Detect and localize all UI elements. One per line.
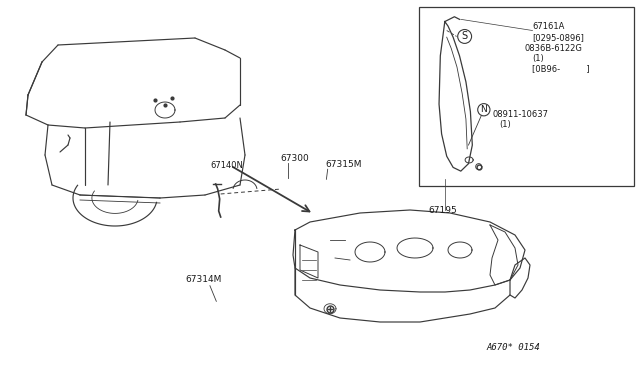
Text: 08911-10637: 08911-10637 xyxy=(493,110,548,119)
Text: 67161A: 67161A xyxy=(532,22,565,31)
Text: [0295-0896]: [0295-0896] xyxy=(532,33,584,42)
Text: [0B96-          ]: [0B96- ] xyxy=(532,64,590,73)
Text: 67195: 67195 xyxy=(429,206,458,215)
Text: (1): (1) xyxy=(532,54,544,63)
Text: S: S xyxy=(461,32,468,41)
Text: 67314M: 67314M xyxy=(186,275,222,284)
Text: 67300: 67300 xyxy=(280,154,309,163)
Text: (1): (1) xyxy=(499,120,511,129)
Text: A670* 0154: A670* 0154 xyxy=(486,343,540,352)
Text: N: N xyxy=(481,105,487,114)
Bar xyxy=(419,7,634,186)
Text: 0836B-6122G: 0836B-6122G xyxy=(525,44,582,53)
Text: 67140N: 67140N xyxy=(210,161,243,170)
Text: 67315M: 67315M xyxy=(325,160,362,169)
